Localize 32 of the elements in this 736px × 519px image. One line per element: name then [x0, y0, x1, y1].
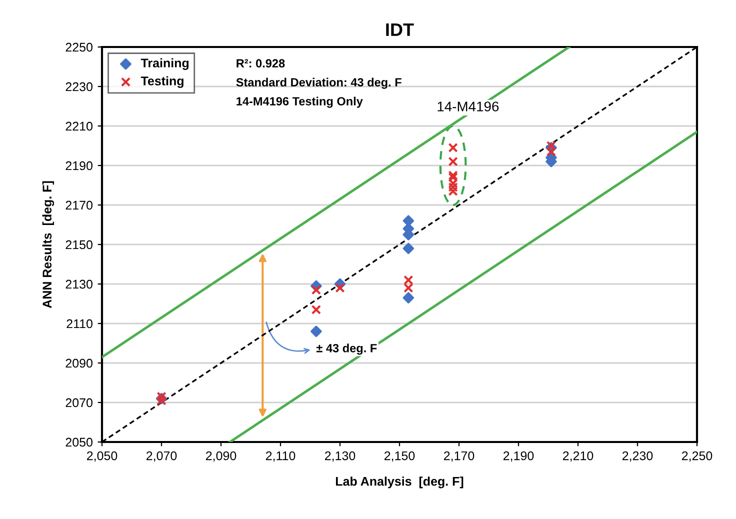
x-tick-label: 2,250: [682, 451, 712, 462]
annotation: Standard Deviation: 43 deg. F: [236, 78, 402, 89]
y-tick-label: 2090: [66, 358, 92, 368]
y-tick-label: 2230: [66, 82, 92, 92]
legend-label: Training: [140, 58, 189, 70]
y-tick-label: 2050: [66, 438, 92, 447]
x-tick-label: 2,170: [444, 451, 474, 462]
chart-title: IDT: [386, 23, 414, 36]
x-axis-title: Lab Analysis [deg. F]: [336, 476, 464, 488]
y-axis-title: ANN Results [deg. F]: [42, 181, 54, 308]
annotation: ± 43 deg. F: [316, 344, 377, 355]
y-tick-label: 2250: [66, 42, 92, 52]
y-tick-label: 2110: [66, 319, 92, 328]
x-tick-label: 2,230: [622, 451, 653, 462]
y-tick-label: 2190: [66, 161, 92, 170]
x-tick-label: 2,190: [503, 451, 534, 462]
y-tick-label: 2150: [66, 240, 92, 250]
y-tick-label: 2070: [66, 398, 92, 408]
x-tick-label: 2,150: [384, 451, 415, 462]
y-tick-label: 2170: [66, 200, 92, 210]
x-tick-label: 2,130: [324, 451, 356, 462]
x-tick-label: 2,090: [206, 451, 236, 462]
x-tick-label: 2,110: [266, 451, 296, 462]
x-tick-label: 2,210: [562, 451, 594, 462]
x-tick-label: 2,070: [146, 451, 177, 462]
y-tick-label: 2130: [66, 280, 92, 289]
x-tick-label: 2,050: [86, 451, 118, 462]
y-tick-label: 2210: [66, 122, 92, 131]
legend-label: Testing: [140, 76, 184, 88]
annotation: R²: 0.928: [236, 59, 285, 68]
annotation: 14-M4196: [438, 102, 499, 112]
annotation: 14-M4196 Testing Only: [236, 96, 363, 108]
